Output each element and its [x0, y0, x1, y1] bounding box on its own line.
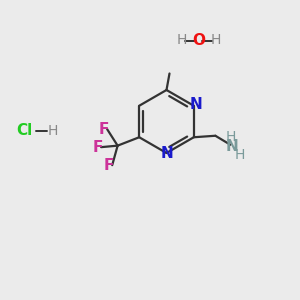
Text: H: H [211, 34, 221, 47]
Text: F: F [99, 122, 109, 137]
Text: F: F [104, 158, 114, 173]
Text: H: H [176, 34, 187, 47]
Text: H: H [234, 148, 244, 162]
Text: F: F [93, 140, 103, 155]
Text: Cl: Cl [16, 123, 32, 138]
Text: N: N [226, 139, 238, 154]
Text: N: N [189, 97, 202, 112]
Text: N: N [161, 146, 173, 161]
Text: H: H [47, 124, 58, 137]
Text: O: O [192, 33, 206, 48]
Text: H: H [225, 130, 236, 144]
